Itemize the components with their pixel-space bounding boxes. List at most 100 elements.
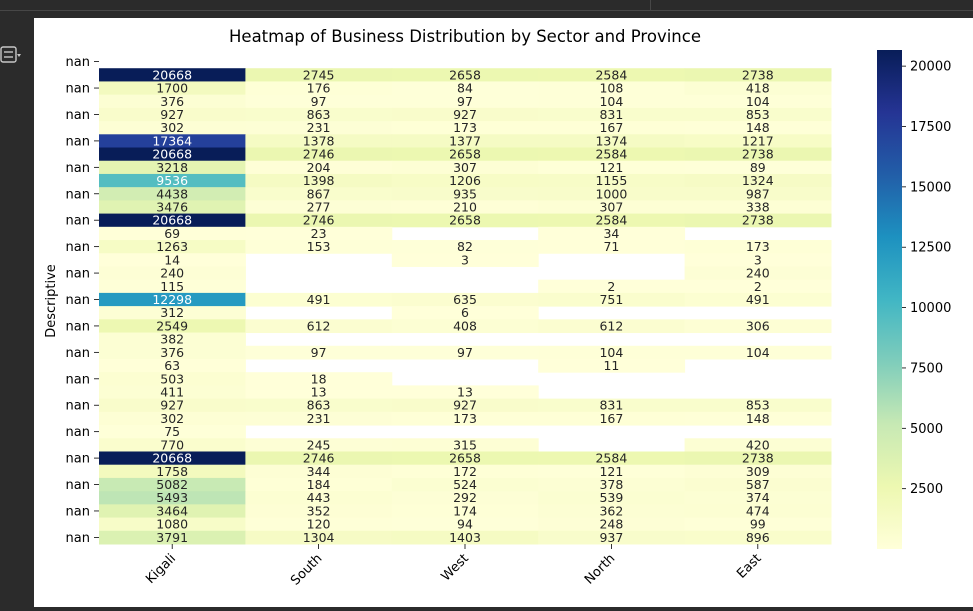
chart-title: Heatmap of Business Distribution by Sect… [229,27,701,46]
cell-value-label: 97 [311,94,327,109]
cell-value-label: 2745 [303,67,335,82]
heatmap-cell [245,292,393,307]
heatmap-cell [391,385,539,400]
heatmap-cell [538,451,686,466]
heatmap-cell [391,94,539,109]
heatmap-cell [684,81,832,96]
cell-value-label: 20668 [152,213,192,228]
cell-value-label: 104 [746,94,770,109]
heatmap-cell [391,200,539,215]
cell-value-label: 240 [746,266,770,281]
cell-value-label: 75 [164,424,180,439]
cell-value-label: 352 [307,503,331,518]
x-tick-label: West [439,551,472,584]
heatmap-cell [684,292,832,307]
cell-value-label: 153 [307,239,331,254]
heatmap-cell [538,187,686,201]
heatmap-cell [684,345,832,360]
cell-value-label: 2738 [742,147,774,162]
heatmap-cell [538,530,686,545]
y-tick-label: nan [66,108,90,123]
heatmap-cell [391,81,539,96]
y-tick-label: nan [66,240,90,255]
cell-value-label: 34 [603,226,619,241]
heatmap-cell [245,200,393,215]
cell-value-label: 210 [453,199,477,214]
colorbar-tick-label: 10000 [910,301,951,316]
heatmap-cell [99,451,246,466]
heatmap-cell [99,491,246,505]
heatmap-cell [538,345,686,360]
cell-value-label: 2 [754,279,762,294]
heatmap-cell [99,279,246,294]
heatmap-cell [684,398,832,413]
heatmap-cell [391,68,539,82]
cell-value-label: 306 [746,318,770,333]
heatmap-cell [245,226,393,241]
heatmap-cell [684,134,832,149]
heatmap-cell [391,319,539,334]
heatmap-cell [99,253,246,267]
heatmap-cell [538,292,686,307]
heatmap-cell [391,147,539,162]
heatmap-cell [245,530,393,545]
y-tick-label: nan [66,478,90,493]
heatmap-cell [99,68,246,82]
output-toggle-icon[interactable] [0,44,22,66]
heatmap-cell [538,160,686,175]
cell-value-label: 302 [160,411,184,426]
heatmap-cell [538,517,686,532]
cell-value-label: 524 [453,477,477,492]
cell-value-label: 831 [599,398,623,413]
cell-value-label: 3 [754,252,762,267]
cell-value-label: 374 [746,490,770,505]
heatmap-cell [684,240,832,254]
heatmap-cell [99,398,246,413]
cell-value-label: 104 [599,345,623,360]
y-tick-label: nan [66,267,90,282]
cell-value-label: 927 [453,398,477,413]
y-tick-label: nan [66,161,90,176]
y-tick-label: nan [66,504,90,519]
cell-value-label: 13 [457,385,473,400]
heatmap-cell [391,398,539,413]
cell-value-label: 89 [750,160,766,175]
cell-value-label: 184 [307,477,331,492]
cell-value-label: 307 [599,199,623,214]
heatmap-cell [391,345,539,360]
heatmap-cell [538,134,686,149]
cell-value-label: 3 [461,252,469,267]
cell-value-label: 173 [746,239,770,254]
cell-value-label: 82 [457,239,473,254]
heatmap-cell [538,464,686,479]
chart-figure: Heatmap of Business Distribution by Sect… [34,18,973,607]
cell-value-label: 1080 [156,517,188,532]
cell-value-label: 69 [164,226,180,241]
heatmap-cell [391,477,539,492]
heatmap-cell [99,438,246,452]
cell-value-label: 344 [307,464,331,479]
cell-value-label: 1700 [156,81,188,96]
heatmap-cell [684,147,832,162]
cell-value-label: 167 [599,120,623,135]
y-tick-label: nan [66,319,90,334]
cell-value-label: 231 [307,411,331,426]
cell-value-label: 5082 [156,477,188,492]
cell-value-label: 94 [457,517,473,532]
heatmap-cell [99,240,246,254]
cell-value-label: 1155 [595,173,627,188]
cell-value-label: 338 [746,199,770,214]
cell-value-label: 408 [453,318,477,333]
y-tick-label: nan [66,452,90,467]
y-tick-label: nan [66,82,90,97]
cell-value-label: 2584 [595,451,627,466]
cell-value-label: 20668 [152,451,192,466]
cell-value-label: 292 [453,490,477,505]
y-tick-label: nan [66,55,90,70]
heatmap-cell [99,504,246,519]
cell-value-label: 148 [746,411,770,426]
heatmap-cell [538,226,686,241]
cell-value-label: 3218 [156,160,188,175]
heatmap-cell [245,160,393,175]
cell-value-label: 1374 [595,133,627,148]
